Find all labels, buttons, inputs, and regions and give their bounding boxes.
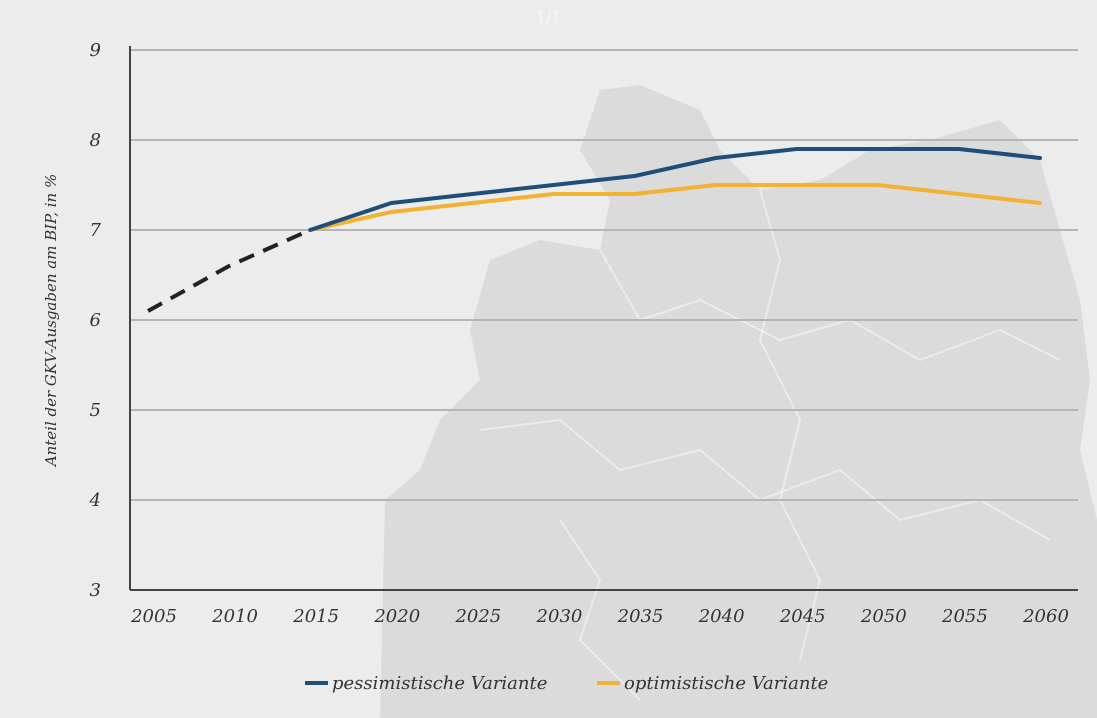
y-tick-3: 3 <box>90 580 101 601</box>
series-line-historical <box>147 228 311 313</box>
y-tick-9: 9 <box>90 40 101 61</box>
x-tick-2035: 2035 <box>617 606 664 627</box>
page-indicator: 1/1 <box>535 8 562 27</box>
legend-label-optimistic: optimistische Variante <box>624 673 828 694</box>
background-map <box>380 85 1097 718</box>
x-tick-2030: 2030 <box>536 606 583 627</box>
gridlines <box>130 49 1078 501</box>
x-tick-2055: 2055 <box>941 606 988 627</box>
x-tick-2025: 2025 <box>454 606 501 627</box>
y-tick-5: 5 <box>90 400 101 421</box>
legend: pessimistische Variante optimistische Va… <box>305 673 828 694</box>
y-tick-4: 4 <box>89 490 101 511</box>
x-tick-2010: 2010 <box>211 606 258 627</box>
x-tick-2060: 2060 <box>1022 606 1069 627</box>
x-tick-2015: 2015 <box>292 606 339 627</box>
y-tick-8: 8 <box>90 130 101 151</box>
x-tick-labels: 2005 2010 2015 2020 2025 2030 2035 2040 2045 2050… <box>130 606 1069 627</box>
series-lines <box>147 147 1042 313</box>
legend-label-pessimistic: pessimistische Variante <box>332 673 547 694</box>
y-tick-labels: 3 4 5 6 7 8 9 <box>89 40 102 601</box>
axes <box>129 46 1078 591</box>
series-line-optimistic <box>308 183 1042 232</box>
y-tick-6: 6 <box>90 310 101 331</box>
x-tick-2045: 2045 <box>779 606 826 627</box>
x-tick-2050: 2050 <box>860 606 907 627</box>
x-tick-2020: 2020 <box>373 606 420 627</box>
series-line-pessimistic <box>308 147 1042 232</box>
y-tick-7: 7 <box>90 220 102 241</box>
y-axis-label: Anteil der GKV-Ausgaben am BIP, in % <box>42 174 60 469</box>
x-tick-2005: 2005 <box>130 606 177 627</box>
x-tick-2040: 2040 <box>698 606 745 627</box>
